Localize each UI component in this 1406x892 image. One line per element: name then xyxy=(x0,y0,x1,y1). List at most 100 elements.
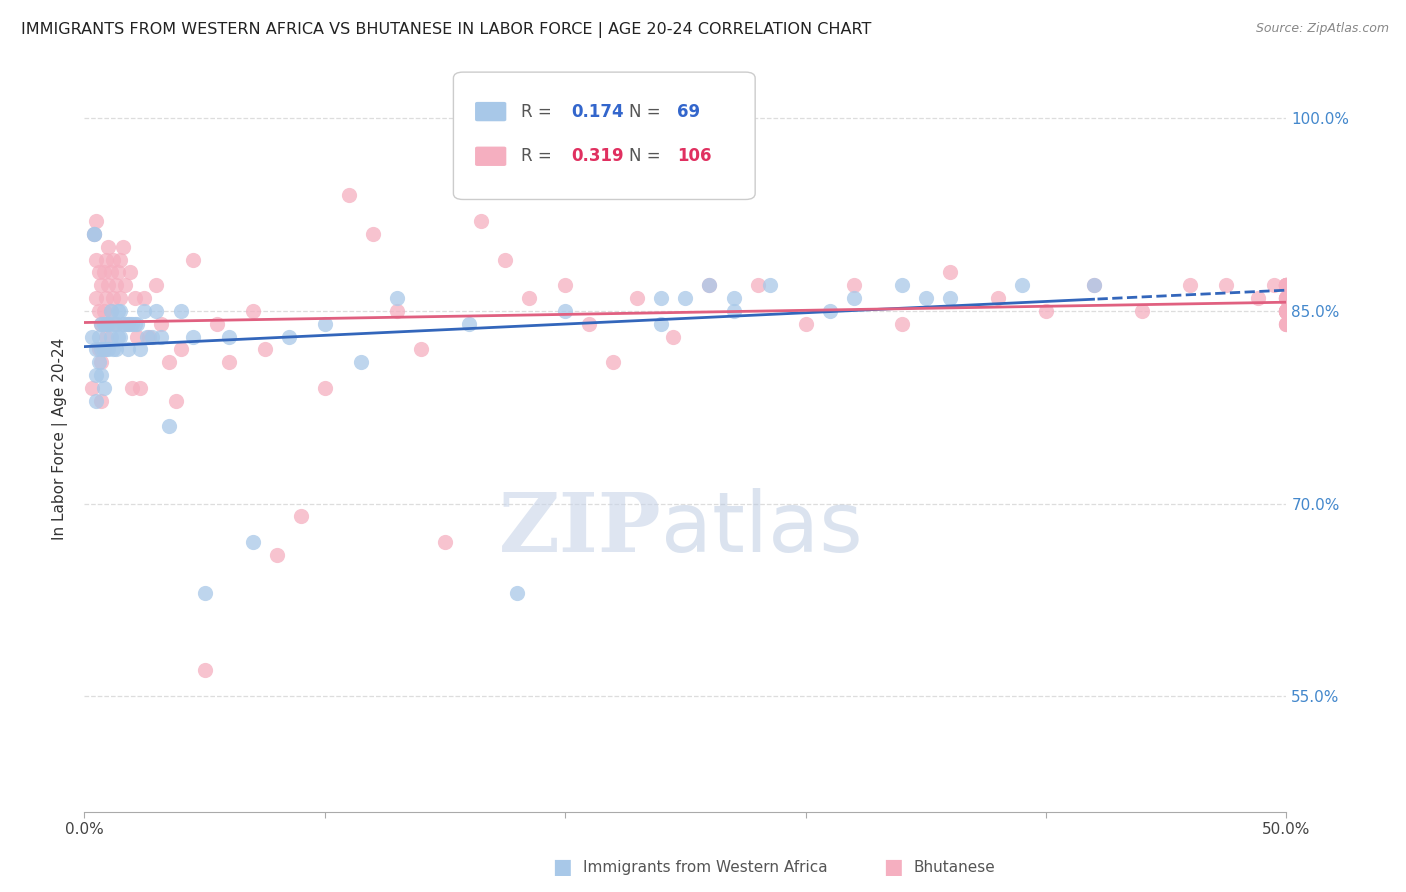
Point xyxy=(218,355,240,369)
Point xyxy=(86,393,108,408)
Point xyxy=(578,317,600,331)
Point xyxy=(157,419,180,434)
Point xyxy=(138,329,160,343)
Point xyxy=(169,304,191,318)
Point xyxy=(699,278,721,293)
Point xyxy=(1180,278,1202,293)
Point xyxy=(135,329,157,343)
Point xyxy=(121,317,143,331)
Text: R =: R = xyxy=(520,103,557,120)
Point xyxy=(242,535,264,549)
Point xyxy=(1083,278,1105,293)
Point xyxy=(86,291,108,305)
Point xyxy=(1275,317,1298,331)
Point xyxy=(117,317,139,331)
Point xyxy=(277,329,299,343)
Point xyxy=(314,317,336,331)
Point xyxy=(434,535,457,549)
Point xyxy=(90,393,112,408)
Point xyxy=(134,304,156,318)
Point xyxy=(90,317,112,331)
Point xyxy=(194,664,217,678)
Point xyxy=(1275,304,1298,318)
Point xyxy=(107,304,129,318)
Point xyxy=(1275,278,1298,293)
Text: ZIP: ZIP xyxy=(499,489,661,569)
Point xyxy=(1275,291,1298,305)
Point xyxy=(97,343,120,357)
Point xyxy=(290,509,312,524)
Point xyxy=(1275,304,1298,318)
Point xyxy=(554,278,576,293)
Point xyxy=(361,227,384,241)
Point xyxy=(1275,304,1298,318)
Point xyxy=(94,317,117,331)
Y-axis label: In Labor Force | Age 20-24: In Labor Force | Age 20-24 xyxy=(52,338,69,541)
Point xyxy=(121,381,143,395)
Point xyxy=(124,291,146,305)
Point xyxy=(602,355,624,369)
Text: ■: ■ xyxy=(883,857,903,877)
Text: atlas: atlas xyxy=(661,488,863,569)
Point xyxy=(103,317,125,331)
Point xyxy=(80,381,103,395)
Point xyxy=(93,343,115,357)
Point xyxy=(205,317,228,331)
Text: Bhutanese: Bhutanese xyxy=(914,860,995,874)
Point xyxy=(83,227,105,241)
Point xyxy=(675,291,697,305)
Point xyxy=(1275,291,1298,305)
Point xyxy=(650,317,672,331)
Point xyxy=(1275,278,1298,293)
Text: Immigrants from Western Africa: Immigrants from Western Africa xyxy=(583,860,828,874)
Point xyxy=(939,291,962,305)
Point xyxy=(385,304,408,318)
Point xyxy=(194,586,217,600)
Point xyxy=(117,343,139,357)
Point xyxy=(100,304,122,318)
Point xyxy=(150,329,173,343)
Point xyxy=(141,329,163,343)
Point xyxy=(104,317,127,331)
Point xyxy=(169,343,191,357)
Point xyxy=(350,355,373,369)
Point xyxy=(1275,304,1298,318)
Point xyxy=(104,278,127,293)
Point xyxy=(1275,304,1298,318)
Point xyxy=(314,381,336,395)
Point xyxy=(723,304,745,318)
Point xyxy=(1275,304,1298,318)
Point xyxy=(890,317,912,331)
Point xyxy=(86,252,108,267)
Point xyxy=(266,548,288,562)
Point xyxy=(97,317,120,331)
Point xyxy=(506,586,529,600)
Point xyxy=(90,317,112,331)
Point xyxy=(1246,291,1268,305)
Point xyxy=(758,278,780,293)
Point xyxy=(494,252,516,267)
Point xyxy=(110,304,132,318)
Text: 0.319: 0.319 xyxy=(571,147,624,165)
Point xyxy=(97,317,120,331)
Point xyxy=(118,265,141,279)
Point xyxy=(107,329,129,343)
Point xyxy=(145,304,167,318)
Point xyxy=(86,214,108,228)
Point xyxy=(114,278,136,293)
Point xyxy=(1275,317,1298,331)
Point xyxy=(1215,278,1237,293)
Point xyxy=(97,278,120,293)
Point xyxy=(83,227,105,241)
Point xyxy=(87,329,110,343)
Point xyxy=(145,278,167,293)
Point xyxy=(650,291,672,305)
Point xyxy=(87,304,110,318)
Point xyxy=(87,265,110,279)
Point xyxy=(87,355,110,369)
Point xyxy=(110,291,132,305)
Text: 69: 69 xyxy=(678,103,700,120)
Text: IMMIGRANTS FROM WESTERN AFRICA VS BHUTANESE IN LABOR FORCE | AGE 20-24 CORRELATI: IMMIGRANTS FROM WESTERN AFRICA VS BHUTAN… xyxy=(21,22,872,38)
Text: 0.174: 0.174 xyxy=(571,103,624,120)
Point xyxy=(94,343,117,357)
